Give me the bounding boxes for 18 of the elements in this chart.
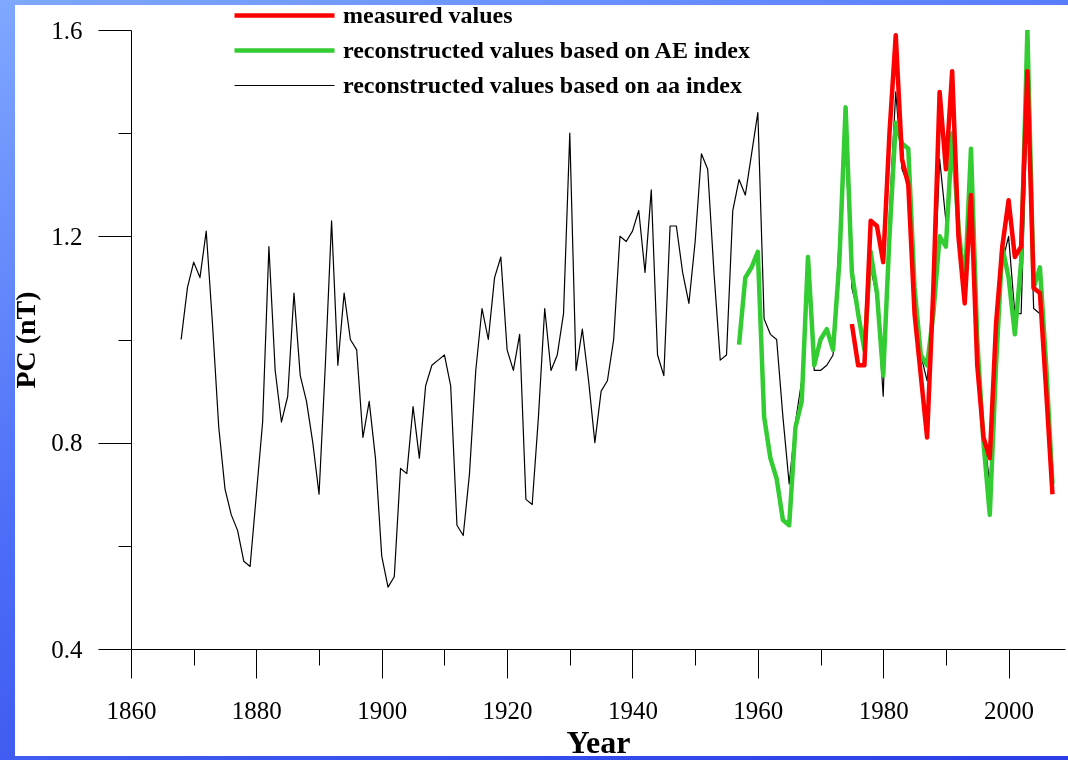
y-axis-title: PC (nT) (9, 291, 41, 389)
y-tick-label: 0.8 (51, 429, 83, 457)
x-tick-label: 1920 (482, 696, 533, 724)
x-tick-label: 1900 (357, 696, 408, 724)
x-tick-label: 1880 (231, 696, 282, 724)
x-axis-title: Year (566, 723, 631, 760)
x-tick-label: 1960 (733, 696, 784, 724)
y-tick-label: 1.6 (51, 16, 83, 44)
y-tick-label: 1.2 (51, 222, 83, 250)
x-tick-label: 1940 (607, 696, 658, 724)
line-series (849, 32, 1055, 497)
x-tick-label: 2000 (984, 696, 1035, 724)
legend-label: measured values (343, 1, 513, 28)
legend-label: reconstructed values based on AE index (343, 36, 750, 63)
legend-label: reconstructed values based on aa index (343, 71, 742, 98)
y-tick-label: 0.4 (51, 635, 83, 663)
x-tick-label: 1980 (858, 696, 909, 724)
x-tick-label: 1860 (106, 696, 157, 724)
